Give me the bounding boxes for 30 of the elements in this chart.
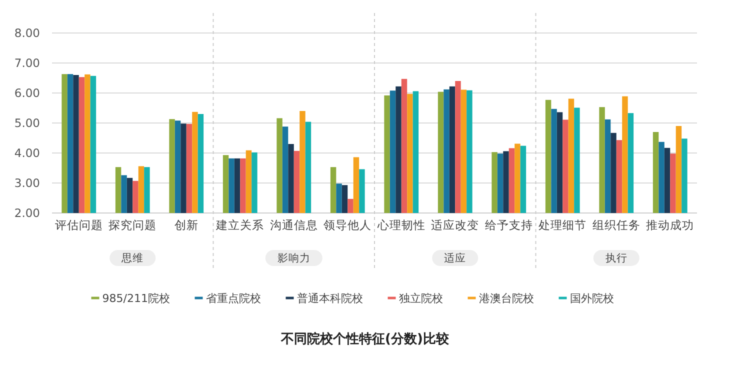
y-tick-label: 8.00 [14,26,40,40]
legend-label: 省重点院校 [206,292,261,305]
x-tick-label: 建立关系 [215,218,264,232]
x-tick-label: 组织任务 [592,218,640,232]
y-tick-label: 3.00 [14,176,40,190]
x-tick-label: 沟通信息 [270,218,318,232]
y-tick-label: 2.00 [14,206,40,220]
text: 影响力 [277,252,310,265]
text: 执行 [605,252,628,265]
x-tick-label: 推动成功 [646,218,694,232]
legend-label: 港澳台院校 [478,292,534,305]
x-tick-label: 创新 [174,218,198,232]
x-tick-label: 探究问题 [108,218,157,232]
text: 适应 [444,252,466,265]
x-tick-label: 领导他人 [324,218,372,232]
text: 思维 [120,252,144,265]
x-tick-label: 给予支持 [484,218,533,232]
x-tick-label: 适应改变 [431,218,480,232]
text: 不同院校个性特征(分数)比较 [280,331,450,347]
legend-label: 普通本科院校 [296,292,363,305]
x-tick-label: 评估问题 [54,218,103,232]
legend-label: 985/211院校 [102,292,170,305]
y-tick-label: 4.00 [14,146,40,160]
legend-label: 国外院校 [570,292,614,305]
y-tick-label: 6.00 [14,86,40,100]
legend-label: 独立院校 [398,292,443,305]
y-tick-label: 7.00 [14,56,40,70]
x-tick-label: 心理韧性 [376,218,426,232]
x-tick-label: 处理细节 [538,218,587,232]
y-tick-label: 5.00 [14,116,40,130]
